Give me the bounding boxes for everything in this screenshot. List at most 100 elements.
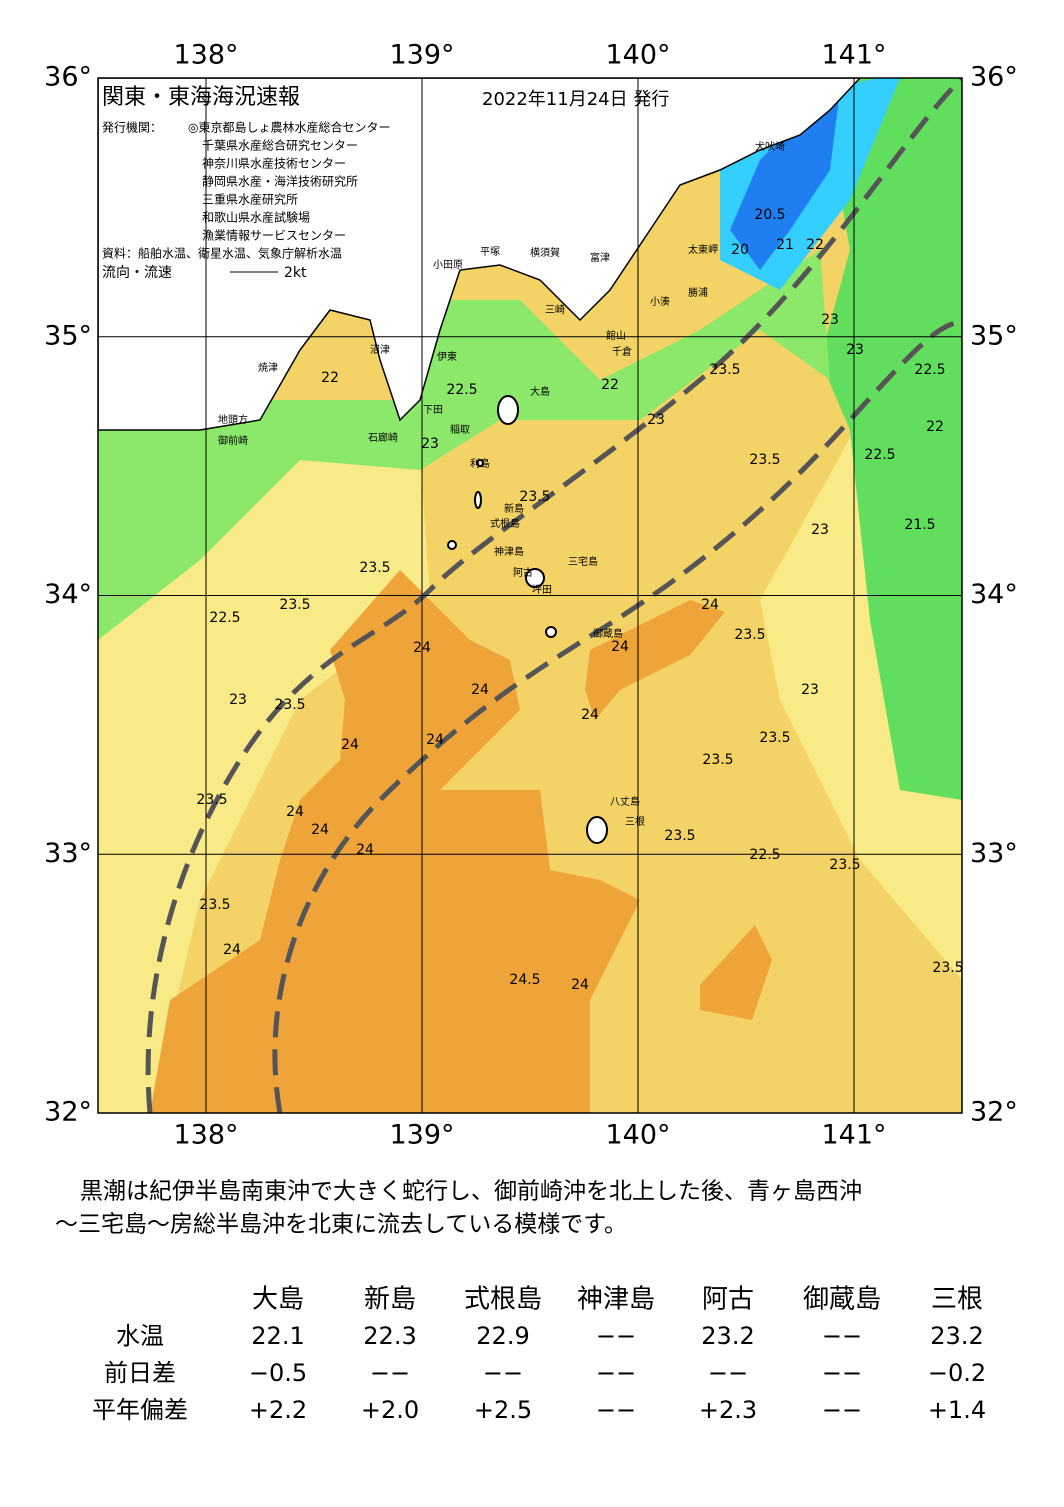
table-cell: −− [822,1396,862,1424]
contour-label: 21.5 [904,517,935,533]
contour-label: 24 [413,640,431,656]
table-header: 御蔵島 [803,1285,881,1315]
lon-label: 139° [389,1120,454,1151]
issuers-label: 発行機関： [102,120,162,135]
lat-label: 35° [44,320,92,351]
table-cell: 23.2 [930,1322,983,1350]
issuer: ◎東京都島しょ農林水産総合センター [188,120,390,135]
lon-label: 140° [605,40,670,71]
contour-label: 23 [229,692,247,708]
contour-label: 23.5 [759,730,790,746]
table-cell: 22.9 [476,1322,529,1350]
contour-label: 22.5 [864,447,895,463]
place-name: 式根島 [490,517,520,530]
table-cell: −− [483,1359,523,1387]
lat-label: 32° [970,1097,1018,1128]
place-name: 沼津 [370,343,390,356]
table-header: 式根島 [464,1285,542,1315]
place-name: 三根 [625,815,645,828]
summary-line: 黒潮は紀伊半島南東沖で大きく蛇行し、御前崎沖を北上した後、青ヶ島西沖 [80,1179,862,1205]
flow-label: 流向・流速 [102,265,172,281]
contour-label: 24 [341,737,359,753]
table-cell: −− [596,1359,636,1387]
contour-label: 24 [611,639,629,655]
contour-label: 23 [846,342,864,358]
table-header: 三根 [931,1285,983,1315]
place-name: 横須賀 [530,246,560,259]
place-name: 太東岬 [688,243,718,256]
place-name: 千倉 [612,345,632,358]
table-cell: −− [370,1359,410,1387]
contour-label: 23.5 [274,697,305,713]
contour-label: 23.5 [519,489,550,505]
source: 資料：船舶水温、衛星水温、気象庁解析水温 [102,246,342,261]
lat-label: 36° [44,62,92,93]
table-cell: +2.2 [249,1396,307,1424]
table-header: 神津島 [577,1285,655,1315]
table-cell: −0.2 [928,1359,986,1387]
lat-label: 34° [970,579,1018,610]
issuer: 三重県水産研究所 [202,192,298,207]
lat-label: 35° [970,320,1018,351]
lat-label: 32° [44,1097,92,1128]
contour-label: 22 [926,419,944,435]
contour-label: 23.5 [196,792,227,808]
contour-label: 24 [286,804,304,820]
place-name: 平塚 [480,246,500,258]
contour-label: 22 [601,377,619,393]
place-name: 稲取 [450,424,470,436]
place-name: 坪田 [532,583,552,596]
contour-label: 24 [356,842,374,858]
contour-label: 24 [571,977,589,993]
table-cell: −− [822,1359,862,1387]
lat-label: 33° [44,838,92,869]
row-label: 平年偏差 [92,1396,188,1424]
table-cell: +2.3 [699,1396,757,1424]
contour-label: 23 [821,312,839,328]
table-cell: −− [708,1359,748,1387]
contour-label: 23.5 [279,597,310,613]
place-name: 新島 [504,502,524,515]
issuer: 漁業情報サービスセンター [202,229,346,243]
contour-label: 24 [581,707,599,723]
place-name: 伊東 [437,350,457,363]
place-name: 御前崎 [218,434,248,447]
contour-label: 22 [806,237,824,253]
contour-label: 22.5 [446,382,477,398]
table-header: 阿古 [702,1285,754,1315]
table-header: 新島 [364,1285,416,1315]
map-title: 関東・東海海況速報 [102,85,300,110]
issuer: 千葉県水産総合研究センター [202,138,358,153]
table-cell: +2.5 [474,1396,532,1424]
lon-label: 138° [173,1120,238,1151]
contour-label: 23.5 [702,752,733,768]
lat-label: 36° [970,62,1018,93]
lon-label: 139° [389,40,454,71]
contour-label: 24 [311,822,329,838]
summary-line: ～三宅島～房総半島沖を北東に流去している模様です。 [55,1212,627,1238]
contour-label: 21 [776,237,794,253]
issuer: 和歌山県水産試験場 [202,210,310,225]
contour-label: 23.5 [932,960,963,976]
row-label: 水温 [116,1322,164,1350]
row-label: 前日差 [104,1359,176,1387]
contour-label: 23 [421,436,439,452]
contour-label: 24 [701,597,719,613]
table-cell: −− [596,1396,636,1424]
lat-label: 34° [44,579,92,610]
table-cell: +2.0 [361,1396,419,1424]
lat-label: 33° [970,838,1018,869]
contour-label: 23.5 [734,627,765,643]
table-cell: 22.3 [363,1322,416,1350]
table-cell: +1.4 [928,1396,986,1424]
table-cell: −− [822,1322,862,1350]
contour-label: 22.5 [914,362,945,378]
place-name: 富津 [590,251,610,264]
contour-label: 24 [426,732,444,748]
table-cell: −0.5 [249,1359,307,1387]
contour-label: 23.5 [709,362,740,378]
place-name: 神津島 [494,545,524,558]
contour-label: 20 [731,242,749,258]
place-name: 御蔵島 [593,627,623,640]
